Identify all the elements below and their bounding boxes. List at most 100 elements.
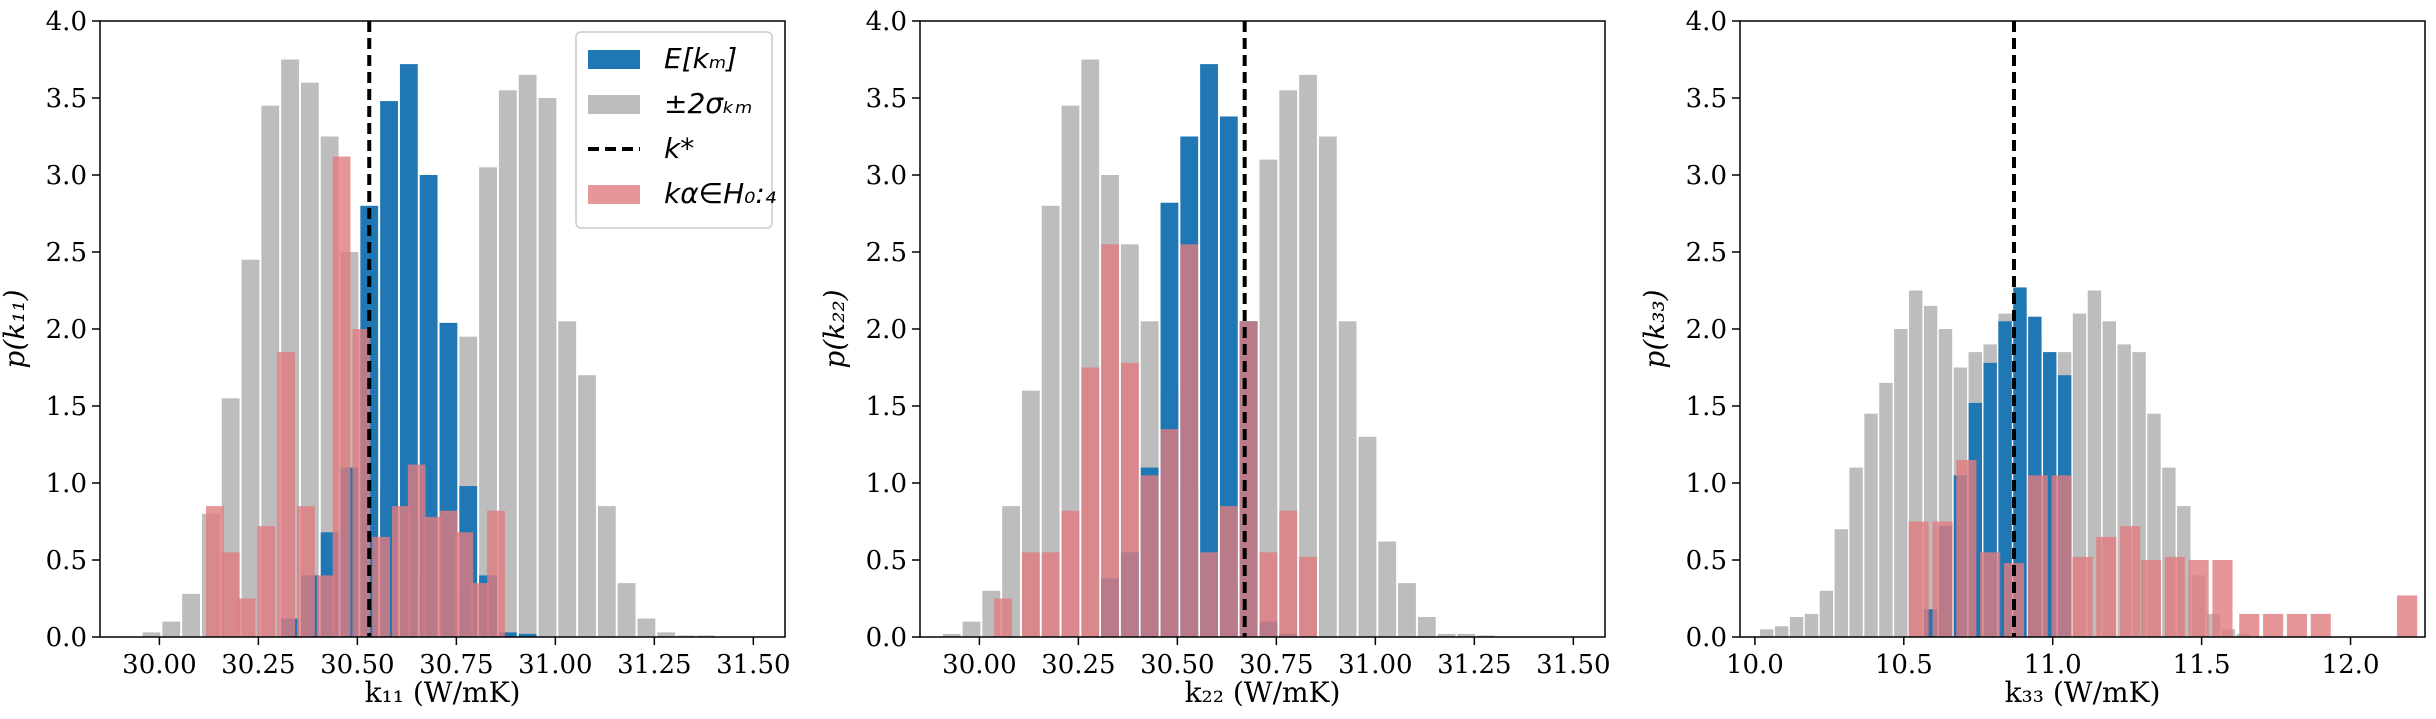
sigma-bar [1437,633,1456,637]
x-axis: 30.00 30.25 30.50 30.75 31.00 31.25 31.50 [942,637,1611,680]
samples-bar [1041,552,1060,637]
samples-bar [372,536,391,637]
samples-bar [392,506,410,637]
y-axis-label: p(k₁₁) [0,289,31,368]
sigma-bar [162,621,181,637]
y-tick-label: 2.5 [866,238,907,268]
y-tick-label: 2.0 [46,315,87,345]
x-tick-label: 11.0 [2024,650,2082,680]
x-axis-label: k₁₁ (W/mK) [365,676,521,709]
x-tick-label: 31.50 [1536,650,1610,680]
histogram-panel-k33: 10.0 10.5 11.0 11.5 12.0 0.0 0.5 1.0 1.5 2.0 2.5 3.… [1638,7,2426,709]
x-tick-label: 10.5 [1875,650,1933,680]
samples-bar [1140,475,1159,637]
samples-bar [2310,613,2331,637]
x-tick-label: 30.50 [320,650,394,680]
x-axis-label: k₃₃ (W/mK) [2005,676,2161,709]
x-tick-label: 30.75 [419,650,493,680]
samples-bar [257,526,276,637]
x-tick-label: 30.25 [1041,650,1115,680]
x-tick-label: 12.0 [2322,650,2380,680]
samples-bar [1180,244,1199,638]
samples-bar [316,575,335,637]
sigma-bar [518,74,537,637]
y-tick-label: 4.0 [1686,7,1727,37]
samples-bar [1081,367,1100,637]
sigma-bar [1259,159,1278,637]
samples-bar [352,329,371,637]
samples-bar [2212,560,2233,637]
x-tick-label: 31.50 [716,650,790,680]
sigma-bar [558,321,577,637]
sigma-bar [597,506,616,637]
x-tick-label: 31.00 [518,650,592,680]
samples-bar [2072,556,2093,637]
series-samples [1908,459,2418,637]
sigma-bar [538,98,557,637]
sigma-bar [1834,529,1848,637]
sigma-bar [498,90,517,638]
plot-area [1760,21,2418,637]
series-sigma [942,59,1496,638]
y-tick-label: 0.0 [46,623,87,653]
sigma-bar [677,635,695,637]
x-axis: 10.0 10.5 11.0 11.5 12.0 [1726,637,2380,680]
samples-bar [277,352,296,637]
sigma-bar [1338,321,1357,637]
y-tick-label: 4.0 [46,7,87,37]
sigma-bar [1061,105,1080,637]
samples-bar [1160,429,1179,637]
y-tick-label: 3.0 [46,161,87,191]
y-tick-label: 0.5 [46,546,87,576]
samples-bar [1101,244,1119,638]
mean-bar [380,101,398,637]
sigma-bar [1789,616,1804,637]
x-tick-label: 30.00 [122,650,196,680]
y-tick-label: 2.5 [1686,238,1727,268]
samples-bar [1219,506,1238,637]
legend-label-samples: kα∈H₀:₄ [664,177,776,210]
sigma-bar [578,375,596,637]
sigma-bar [1318,136,1337,637]
samples-bar [2263,613,2284,637]
mean-bar [1998,321,2012,637]
samples-bar [1279,510,1298,637]
samples-bar [423,516,442,637]
samples-bar [332,156,351,637]
samples-bar [221,552,240,637]
y-axis: 0.0 0.5 1.0 1.5 2.0 2.5 3.0 3.5 4.0 [46,7,100,653]
samples-bar [1908,521,1929,637]
legend-swatch-mean [588,50,640,69]
sigma-bar [261,105,280,637]
x-tick-label: 30.25 [221,650,295,680]
samples-bar [1120,362,1139,637]
x-tick-label: 30.00 [942,650,1016,680]
samples-bar [407,464,426,637]
sigma-bar [1457,633,1476,637]
y-tick-label: 1.5 [1686,392,1727,422]
samples-bar [1299,556,1317,637]
y-tick-label: 3.5 [866,84,907,114]
histogram-panel-k22: 30.00 30.25 30.50 30.75 31.00 31.25 31.500.00.… [818,7,1611,709]
sigma-bar [1299,74,1317,637]
y-tick-label: 0.0 [866,623,907,653]
samples-bar [1061,510,1080,637]
samples-bar [1980,552,2001,637]
sigma-bar [942,633,961,637]
sigma-bar [1864,413,1878,637]
x-tick-label: 31.25 [617,650,691,680]
x-tick-label: 11.5 [2173,650,2231,680]
samples-bar [2286,613,2307,637]
plot-area [942,21,1496,638]
histogram-panel-k11: 30.00 30.25 30.50 30.75 31.00 31.25 31.50 0.0 0.… [0,7,791,709]
samples-bar [1239,321,1258,637]
legend-swatch-samples [588,185,640,204]
samples-bar [205,506,224,637]
mean-bar [2013,287,2027,637]
legend-box [575,31,773,229]
y-tick-label: 1.5 [46,392,87,422]
sigma-bar [1879,382,1893,637]
samples-bar [471,583,490,637]
sigma-bar [1358,436,1377,637]
